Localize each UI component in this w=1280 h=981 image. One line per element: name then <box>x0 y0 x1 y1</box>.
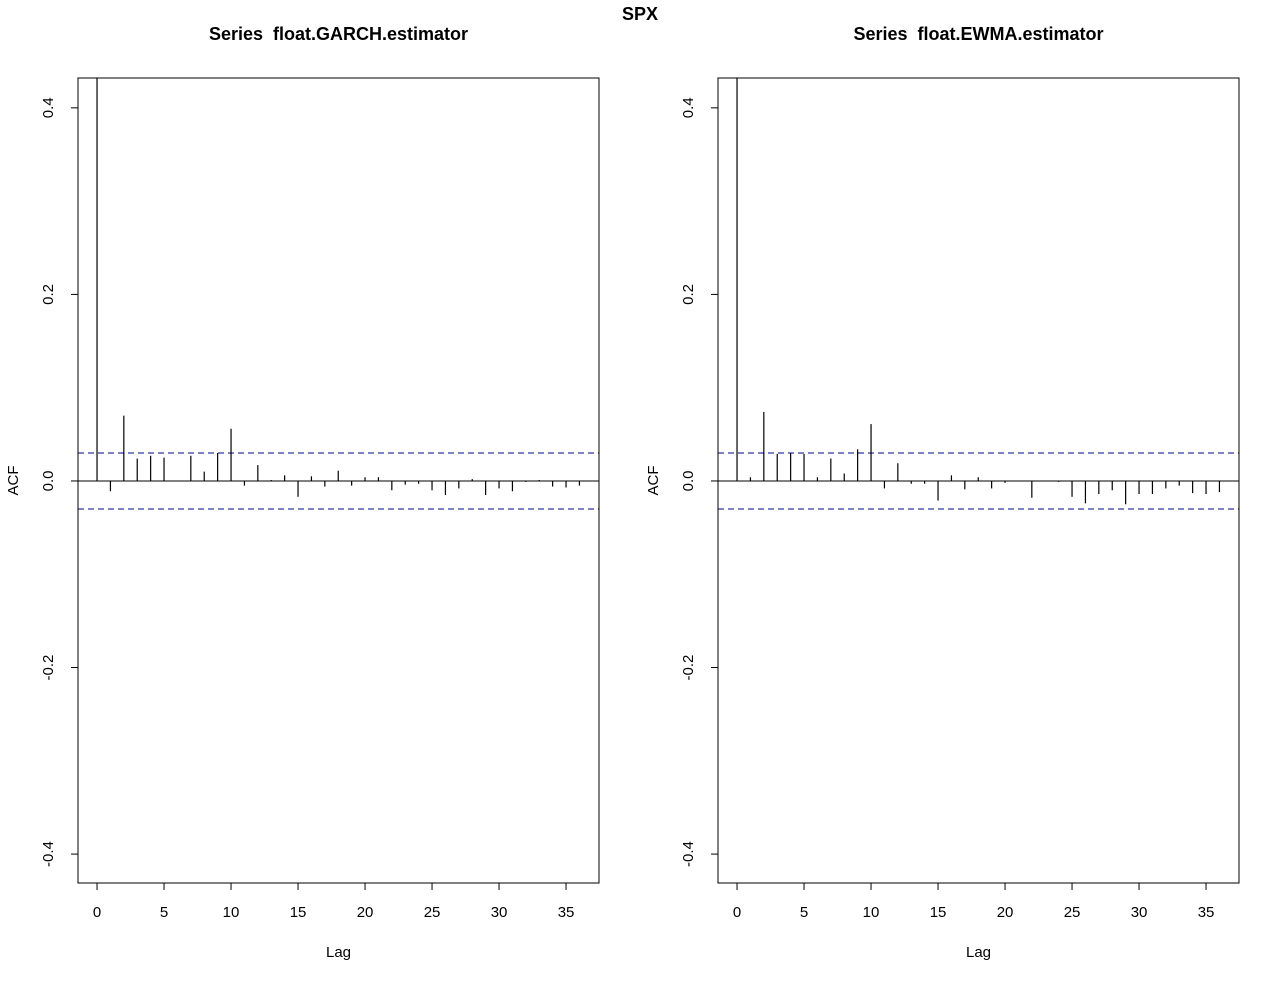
y-tick-label: -0.2 <box>680 655 697 681</box>
x-tick-label: 20 <box>357 904 374 921</box>
y-tick-label: -0.4 <box>40 841 57 867</box>
chart-title: Series float.EWMA.estimator <box>853 24 1103 44</box>
y-tick-label: -0.4 <box>680 841 697 867</box>
y-tick-label: 0.2 <box>680 284 697 305</box>
y-tick-label: -0.2 <box>40 655 57 681</box>
x-tick-label: 20 <box>997 904 1014 921</box>
plot-frame <box>77 77 600 884</box>
x-axis-label: Lag <box>326 944 351 961</box>
plot-frame <box>717 77 1240 884</box>
x-tick-label: 0 <box>93 904 101 921</box>
x-tick-label: 15 <box>930 904 947 921</box>
chart: Series float.GARCH.estimator Lag ACF -0.4 -0… <box>5 24 600 961</box>
x-axis-label: Lag <box>966 944 991 961</box>
x-tick-label: 5 <box>160 904 168 921</box>
x-tick-label: 10 <box>863 904 880 921</box>
x-tick-label: 15 <box>290 904 307 921</box>
x-tick-label: 10 <box>223 904 240 921</box>
x-tick-label: 35 <box>558 904 575 921</box>
y-tick-label: 0.4 <box>680 97 697 118</box>
x-tick-label: 25 <box>1064 904 1081 921</box>
y-tick-label: 0.4 <box>40 97 57 118</box>
x-tick-label: 25 <box>424 904 441 921</box>
x-tick-label: 30 <box>1131 904 1148 921</box>
y-tick-label: 0.0 <box>680 471 697 492</box>
chart: Series float.EWMA.estimator Lag ACF -0.4 -0.… <box>645 24 1240 961</box>
x-tick-label: 30 <box>491 904 508 921</box>
y-tick-label: 0.0 <box>40 471 57 492</box>
figure-title: SPX <box>622 4 658 24</box>
plot-area <box>78 78 599 510</box>
x-tick-label: 5 <box>800 904 808 921</box>
plot-area <box>718 78 1239 510</box>
y-axis-label: ACF <box>5 466 22 496</box>
y-tick-label: 0.2 <box>40 284 57 305</box>
x-tick-label: 0 <box>733 904 741 921</box>
chart-title: Series float.GARCH.estimator <box>209 24 468 44</box>
y-axis-label: ACF <box>645 466 662 496</box>
x-tick-label: 35 <box>1198 904 1215 921</box>
